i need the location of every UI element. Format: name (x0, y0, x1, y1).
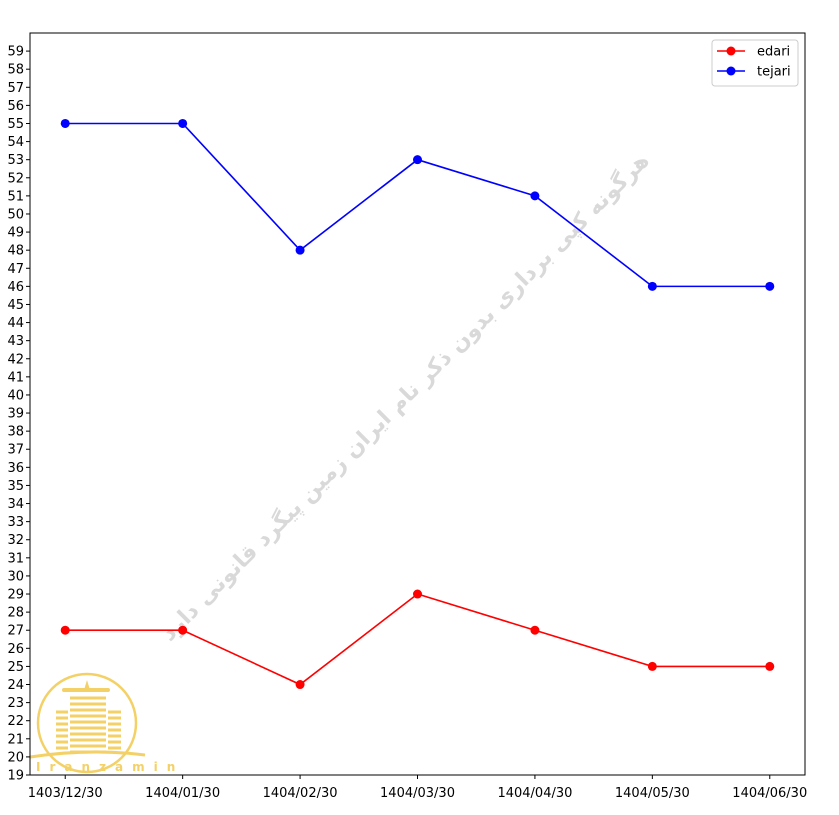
y-tick-label: 48 (7, 244, 24, 259)
x-tick-label: 1404/03/30 (380, 786, 455, 801)
y-tick-label: 51 (7, 189, 24, 204)
data-point-edari (765, 661, 775, 671)
y-tick-label: 46 (7, 280, 24, 295)
y-tick-label: 41 (7, 370, 24, 385)
series-edari (60, 589, 775, 690)
plot-frame (29, 32, 806, 776)
y-tick-label: 39 (7, 407, 24, 422)
y-tick-label: 30 (7, 569, 24, 584)
y-tick-label: 19 (7, 769, 24, 784)
series-layer (60, 118, 775, 690)
iranzamin-logo: Iranzamin (29, 672, 184, 774)
y-tick-label: 28 (7, 606, 24, 621)
y-tick-label: 24 (7, 678, 24, 693)
y-tick-label: 52 (7, 171, 24, 186)
y-tick-label: 43 (7, 334, 24, 349)
y-tick-label: 59 (7, 45, 24, 60)
watermark-text: هرگونه کپی برداری بدون ذکر نام ایران زمی… (155, 147, 654, 646)
y-tick-label: 36 (7, 461, 24, 476)
data-point-edari (295, 680, 305, 690)
data-point-tejari (295, 245, 305, 255)
legend-marker (726, 66, 736, 76)
y-tick-label: 34 (7, 497, 24, 512)
y-tick-label: 33 (7, 515, 24, 530)
y-tick-label: 22 (7, 714, 24, 729)
y-tick-label: 25 (7, 660, 24, 675)
data-point-edari (530, 625, 540, 635)
series-tejari (60, 118, 775, 291)
data-point-tejari (765, 281, 775, 291)
data-point-tejari (530, 191, 540, 201)
y-tick-label: 50 (7, 207, 24, 222)
series-line-tejari (65, 122, 770, 288)
data-point-tejari (178, 118, 188, 128)
svg-text:Iranzamin: Iranzamin (36, 760, 184, 774)
legend-marker (726, 46, 736, 56)
y-tick-label: 44 (7, 316, 24, 331)
data-point-tejari (60, 118, 70, 128)
y-tick-label: 47 (7, 262, 24, 277)
y-tick-label: 32 (7, 533, 24, 548)
data-point-edari (178, 625, 188, 635)
y-tick-label: 27 (7, 624, 24, 639)
y-tick-label: 38 (7, 425, 24, 440)
data-point-edari (647, 661, 657, 671)
y-tick-label: 49 (7, 226, 24, 241)
y-tick-label: 23 (7, 696, 24, 711)
y-tick-label: 21 (7, 732, 24, 747)
x-tick-label: 1404/01/30 (145, 786, 220, 801)
y-tick-label: 26 (7, 642, 24, 657)
y-tick-label: 20 (7, 750, 24, 765)
data-point-tejari (413, 155, 422, 165)
legend-label: edari (757, 45, 790, 60)
y-tick-label: 55 (7, 117, 24, 132)
x-tick-label: 1403/12/30 (28, 786, 103, 801)
legend-label: tejari (757, 65, 791, 80)
y-tick-label: 54 (7, 135, 24, 150)
y-tick-label: 53 (7, 153, 24, 168)
y-tick-label: 35 (7, 479, 24, 494)
y-tick-label: 31 (7, 551, 24, 566)
y-tick-label: 40 (7, 388, 24, 403)
data-point-tejari (647, 281, 657, 291)
y-tick-label: 56 (7, 99, 24, 114)
legend: edari tejari (711, 39, 799, 87)
x-tick-label: 1404/05/30 (615, 786, 690, 801)
x-tick-label: 1404/02/30 (263, 786, 338, 801)
y-tick-label: 57 (7, 81, 24, 96)
y-tick-label: 58 (7, 63, 24, 78)
data-point-edari (60, 625, 70, 635)
x-tick-label: 1404/04/30 (497, 786, 572, 801)
y-tick-label: 29 (7, 588, 24, 603)
x-tick-label: 1404/06/30 (732, 786, 807, 801)
y-tick-label: 37 (7, 443, 24, 458)
watermark: هرگونه کپی برداری بدون ذکر نام ایران زمی… (155, 147, 654, 646)
y-tick-label: 42 (7, 352, 24, 367)
y-tick-label: 45 (7, 298, 24, 313)
data-point-edari (413, 589, 422, 599)
axes: 19 20 21 22 23 24 25 26 27 28 29 30 31 32 33 34 35 36 37 38… (7, 32, 807, 801)
